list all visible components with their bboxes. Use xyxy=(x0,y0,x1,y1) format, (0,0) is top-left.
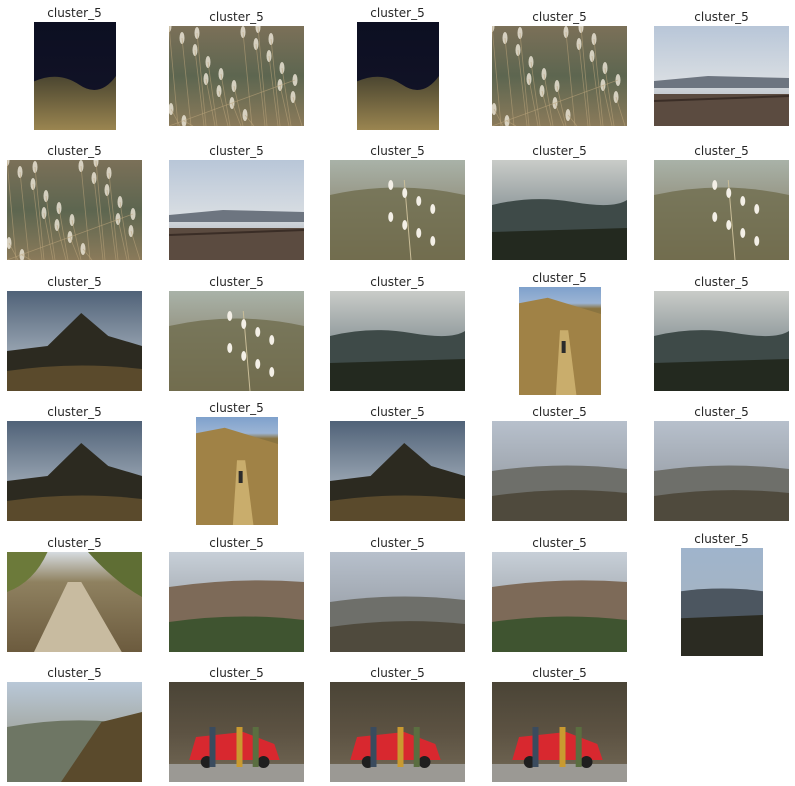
tile-photo xyxy=(7,291,142,391)
image-tile: cluster_5 xyxy=(7,532,142,652)
image-tile: cluster_5 xyxy=(330,271,465,391)
tile-title: cluster_5 xyxy=(370,144,425,158)
tile-title: cluster_5 xyxy=(47,666,102,680)
tile-title: cluster_5 xyxy=(47,144,102,158)
tile-photo xyxy=(654,291,789,391)
image-tile: cluster_5 xyxy=(7,662,142,782)
tile-title: cluster_5 xyxy=(209,666,264,680)
image-tile: cluster_5 xyxy=(7,271,142,391)
image-tile: cluster_5 xyxy=(654,401,789,521)
image-tile: cluster_5 xyxy=(492,532,627,652)
tile-photo xyxy=(654,26,789,126)
tile-photo xyxy=(169,160,304,260)
tile-photo xyxy=(34,22,116,130)
image-tile: cluster_5 xyxy=(169,662,304,782)
tile-title: cluster_5 xyxy=(694,275,749,289)
tile-title: cluster_5 xyxy=(694,10,749,24)
tile-title: cluster_5 xyxy=(694,532,749,546)
tile-photo xyxy=(330,421,465,521)
tile-photo xyxy=(169,552,304,652)
tile-photo xyxy=(169,682,304,782)
image-tile: cluster_5 xyxy=(7,140,142,260)
tile-title: cluster_5 xyxy=(370,536,425,550)
image-tile: cluster_5 xyxy=(654,271,789,391)
image-tile: cluster_5 xyxy=(492,6,627,126)
tile-photo xyxy=(7,421,142,521)
tile-photo xyxy=(492,682,627,782)
tile-photo xyxy=(330,160,465,260)
tile-title: cluster_5 xyxy=(209,144,264,158)
tile-photo xyxy=(330,552,465,652)
image-tile: cluster_5 xyxy=(330,401,465,521)
tile-photo xyxy=(519,287,601,395)
tile-photo xyxy=(330,291,465,391)
tile-photo xyxy=(7,682,142,782)
tile-title: cluster_5 xyxy=(370,405,425,419)
image-tile: cluster_5 xyxy=(330,140,465,260)
image-tile: cluster_5 xyxy=(169,401,304,525)
tile-title: cluster_5 xyxy=(532,144,587,158)
tile-photo xyxy=(357,22,439,130)
tile-title: cluster_5 xyxy=(532,666,587,680)
tile-title: cluster_5 xyxy=(209,10,264,24)
tile-title: cluster_5 xyxy=(694,144,749,158)
tile-photo xyxy=(492,421,627,521)
image-tile: cluster_5 xyxy=(654,6,789,126)
tile-photo xyxy=(492,26,627,126)
image-tile: cluster_5 xyxy=(7,6,142,130)
image-tile: cluster_5 xyxy=(492,140,627,260)
tile-title: cluster_5 xyxy=(47,6,102,20)
tile-photo xyxy=(7,552,142,652)
image-tile: cluster_5 xyxy=(654,532,789,656)
image-tile: cluster_5 xyxy=(654,140,789,260)
image-tile: cluster_5 xyxy=(169,6,304,126)
image-tile: cluster_5 xyxy=(492,271,627,395)
tile-photo xyxy=(330,682,465,782)
tile-photo xyxy=(7,160,142,260)
tile-photo xyxy=(681,548,763,656)
tile-photo xyxy=(654,160,789,260)
tile-title: cluster_5 xyxy=(532,271,587,285)
tile-title: cluster_5 xyxy=(532,536,587,550)
tile-title: cluster_5 xyxy=(532,405,587,419)
tile-photo xyxy=(492,160,627,260)
tile-title: cluster_5 xyxy=(47,275,102,289)
image-tile: cluster_5 xyxy=(169,271,304,391)
tile-title: cluster_5 xyxy=(532,10,587,24)
tile-title: cluster_5 xyxy=(370,666,425,680)
image-tile: cluster_5 xyxy=(7,401,142,521)
image-tile: cluster_5 xyxy=(169,532,304,652)
tile-title: cluster_5 xyxy=(209,536,264,550)
tile-photo xyxy=(169,26,304,126)
tile-title: cluster_5 xyxy=(209,401,264,415)
tile-title: cluster_5 xyxy=(370,6,425,20)
tile-title: cluster_5 xyxy=(47,536,102,550)
image-tile: cluster_5 xyxy=(492,401,627,521)
image-tile: cluster_5 xyxy=(330,6,465,130)
tile-title: cluster_5 xyxy=(47,405,102,419)
tile-photo xyxy=(654,421,789,521)
tile-photo xyxy=(196,417,278,525)
image-tile: cluster_5 xyxy=(169,140,304,260)
tile-photo xyxy=(492,552,627,652)
tile-title: cluster_5 xyxy=(370,275,425,289)
image-tile: cluster_5 xyxy=(330,532,465,652)
tile-title: cluster_5 xyxy=(694,405,749,419)
tile-title: cluster_5 xyxy=(209,275,264,289)
tile-photo xyxy=(169,291,304,391)
image-tile: cluster_5 xyxy=(492,662,627,782)
image-tile: cluster_5 xyxy=(330,662,465,782)
